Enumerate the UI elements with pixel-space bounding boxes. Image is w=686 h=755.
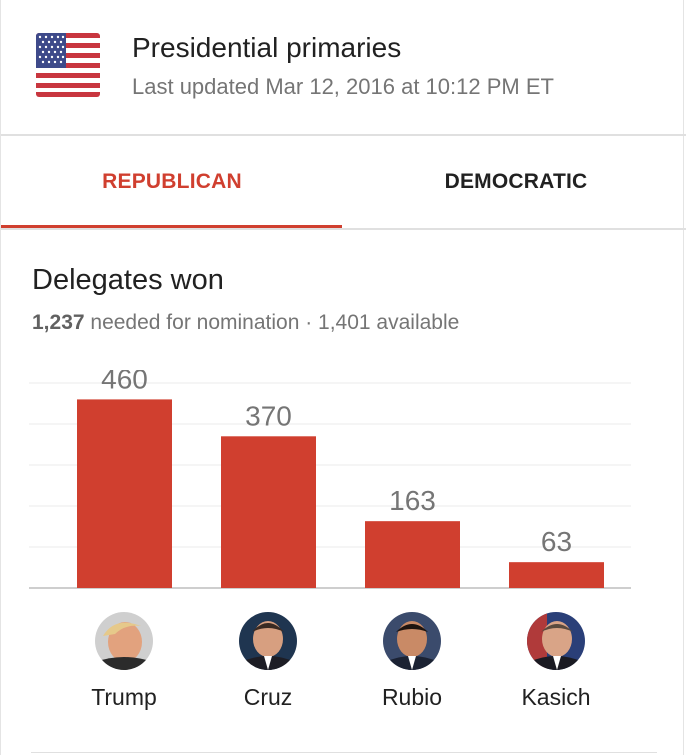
bar-kasich[interactable] — [509, 562, 604, 588]
header-divider — [1, 134, 686, 136]
active-tab-indicator — [1, 225, 342, 229]
candidate-name: Cruz — [243, 684, 293, 710]
last-updated-text: Last updated Mar 12, 2016 at 10:12 PM ET — [132, 74, 554, 99]
candidate-cruz[interactable]: Cruz — [213, 612, 323, 711]
bar-cruz[interactable] — [221, 436, 316, 588]
section-subtitle: 1,237 needed for nomination · 1,401 avai… — [32, 311, 459, 335]
header: Presidential primaries Last updated Mar … — [1, 0, 686, 136]
candidate-rubio[interactable]: Rubio — [357, 612, 467, 711]
candidate-trump[interactable]: Trump — [69, 612, 179, 711]
bar-trump[interactable] — [77, 399, 172, 588]
data-label-rubio: 163 — [389, 485, 436, 516]
bar-rubio[interactable] — [365, 521, 460, 588]
avatar — [383, 612, 441, 670]
bottom-divider — [31, 752, 657, 753]
candidate-name: Trump — [91, 684, 157, 710]
data-label-cruz: 370 — [245, 400, 292, 431]
avatar — [239, 612, 297, 670]
us-flag-icon — [36, 33, 100, 97]
candidate-name: Kasich — [521, 684, 591, 710]
avatar — [527, 612, 585, 670]
data-label-kasich: 63 — [541, 526, 572, 557]
page-title: Presidential primaries — [132, 32, 402, 63]
data-label-trump: 460 — [101, 370, 148, 394]
delegates-bar-chart: 460 370 163 63 — [29, 370, 631, 589]
section-title: Delegates won — [32, 264, 224, 296]
tab-democratic[interactable]: DEMOCRATIC — [444, 170, 588, 193]
tab-republican[interactable]: REPUBLICAN — [102, 170, 242, 193]
candidate-kasich[interactable]: Kasich — [501, 612, 611, 711]
needed-count: 1,237 — [32, 311, 85, 334]
candidate-name: Rubio — [381, 684, 443, 710]
avatar — [95, 612, 153, 670]
section-subtitle-rest: needed for nomination · 1,401 available — [84, 311, 460, 334]
tabs-divider — [1, 228, 686, 230]
